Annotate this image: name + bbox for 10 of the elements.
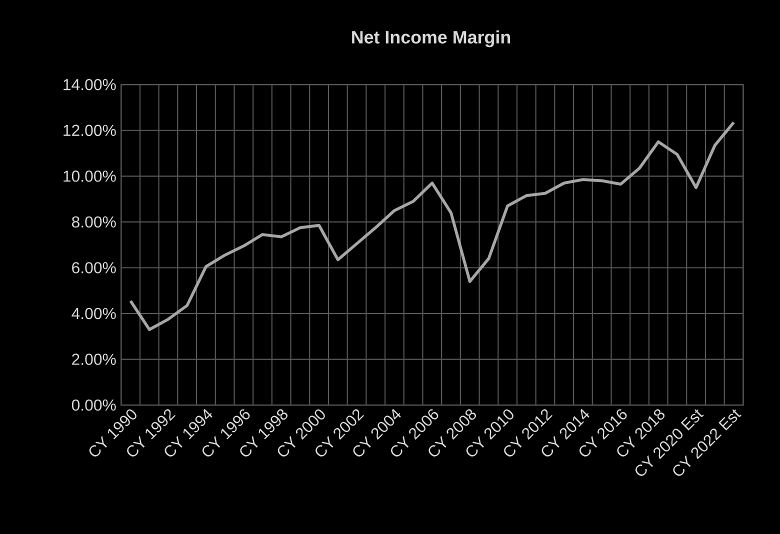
chart-title: Net Income Margin xyxy=(352,30,510,47)
line-series xyxy=(129,120,736,331)
y-tick-label: 0.00% xyxy=(72,399,116,410)
y-tick-label: 6.00% xyxy=(72,262,116,274)
y-tick-label: 12.00% xyxy=(64,124,116,136)
y-tick-label: 2.00% xyxy=(72,353,116,365)
y-tick-label: 10.00% xyxy=(64,170,116,182)
y-tick-label: 14.00% xyxy=(64,78,116,90)
y-tick-label: 4.00% xyxy=(72,308,116,319)
y-tick-label: 8.00% xyxy=(72,216,116,228)
